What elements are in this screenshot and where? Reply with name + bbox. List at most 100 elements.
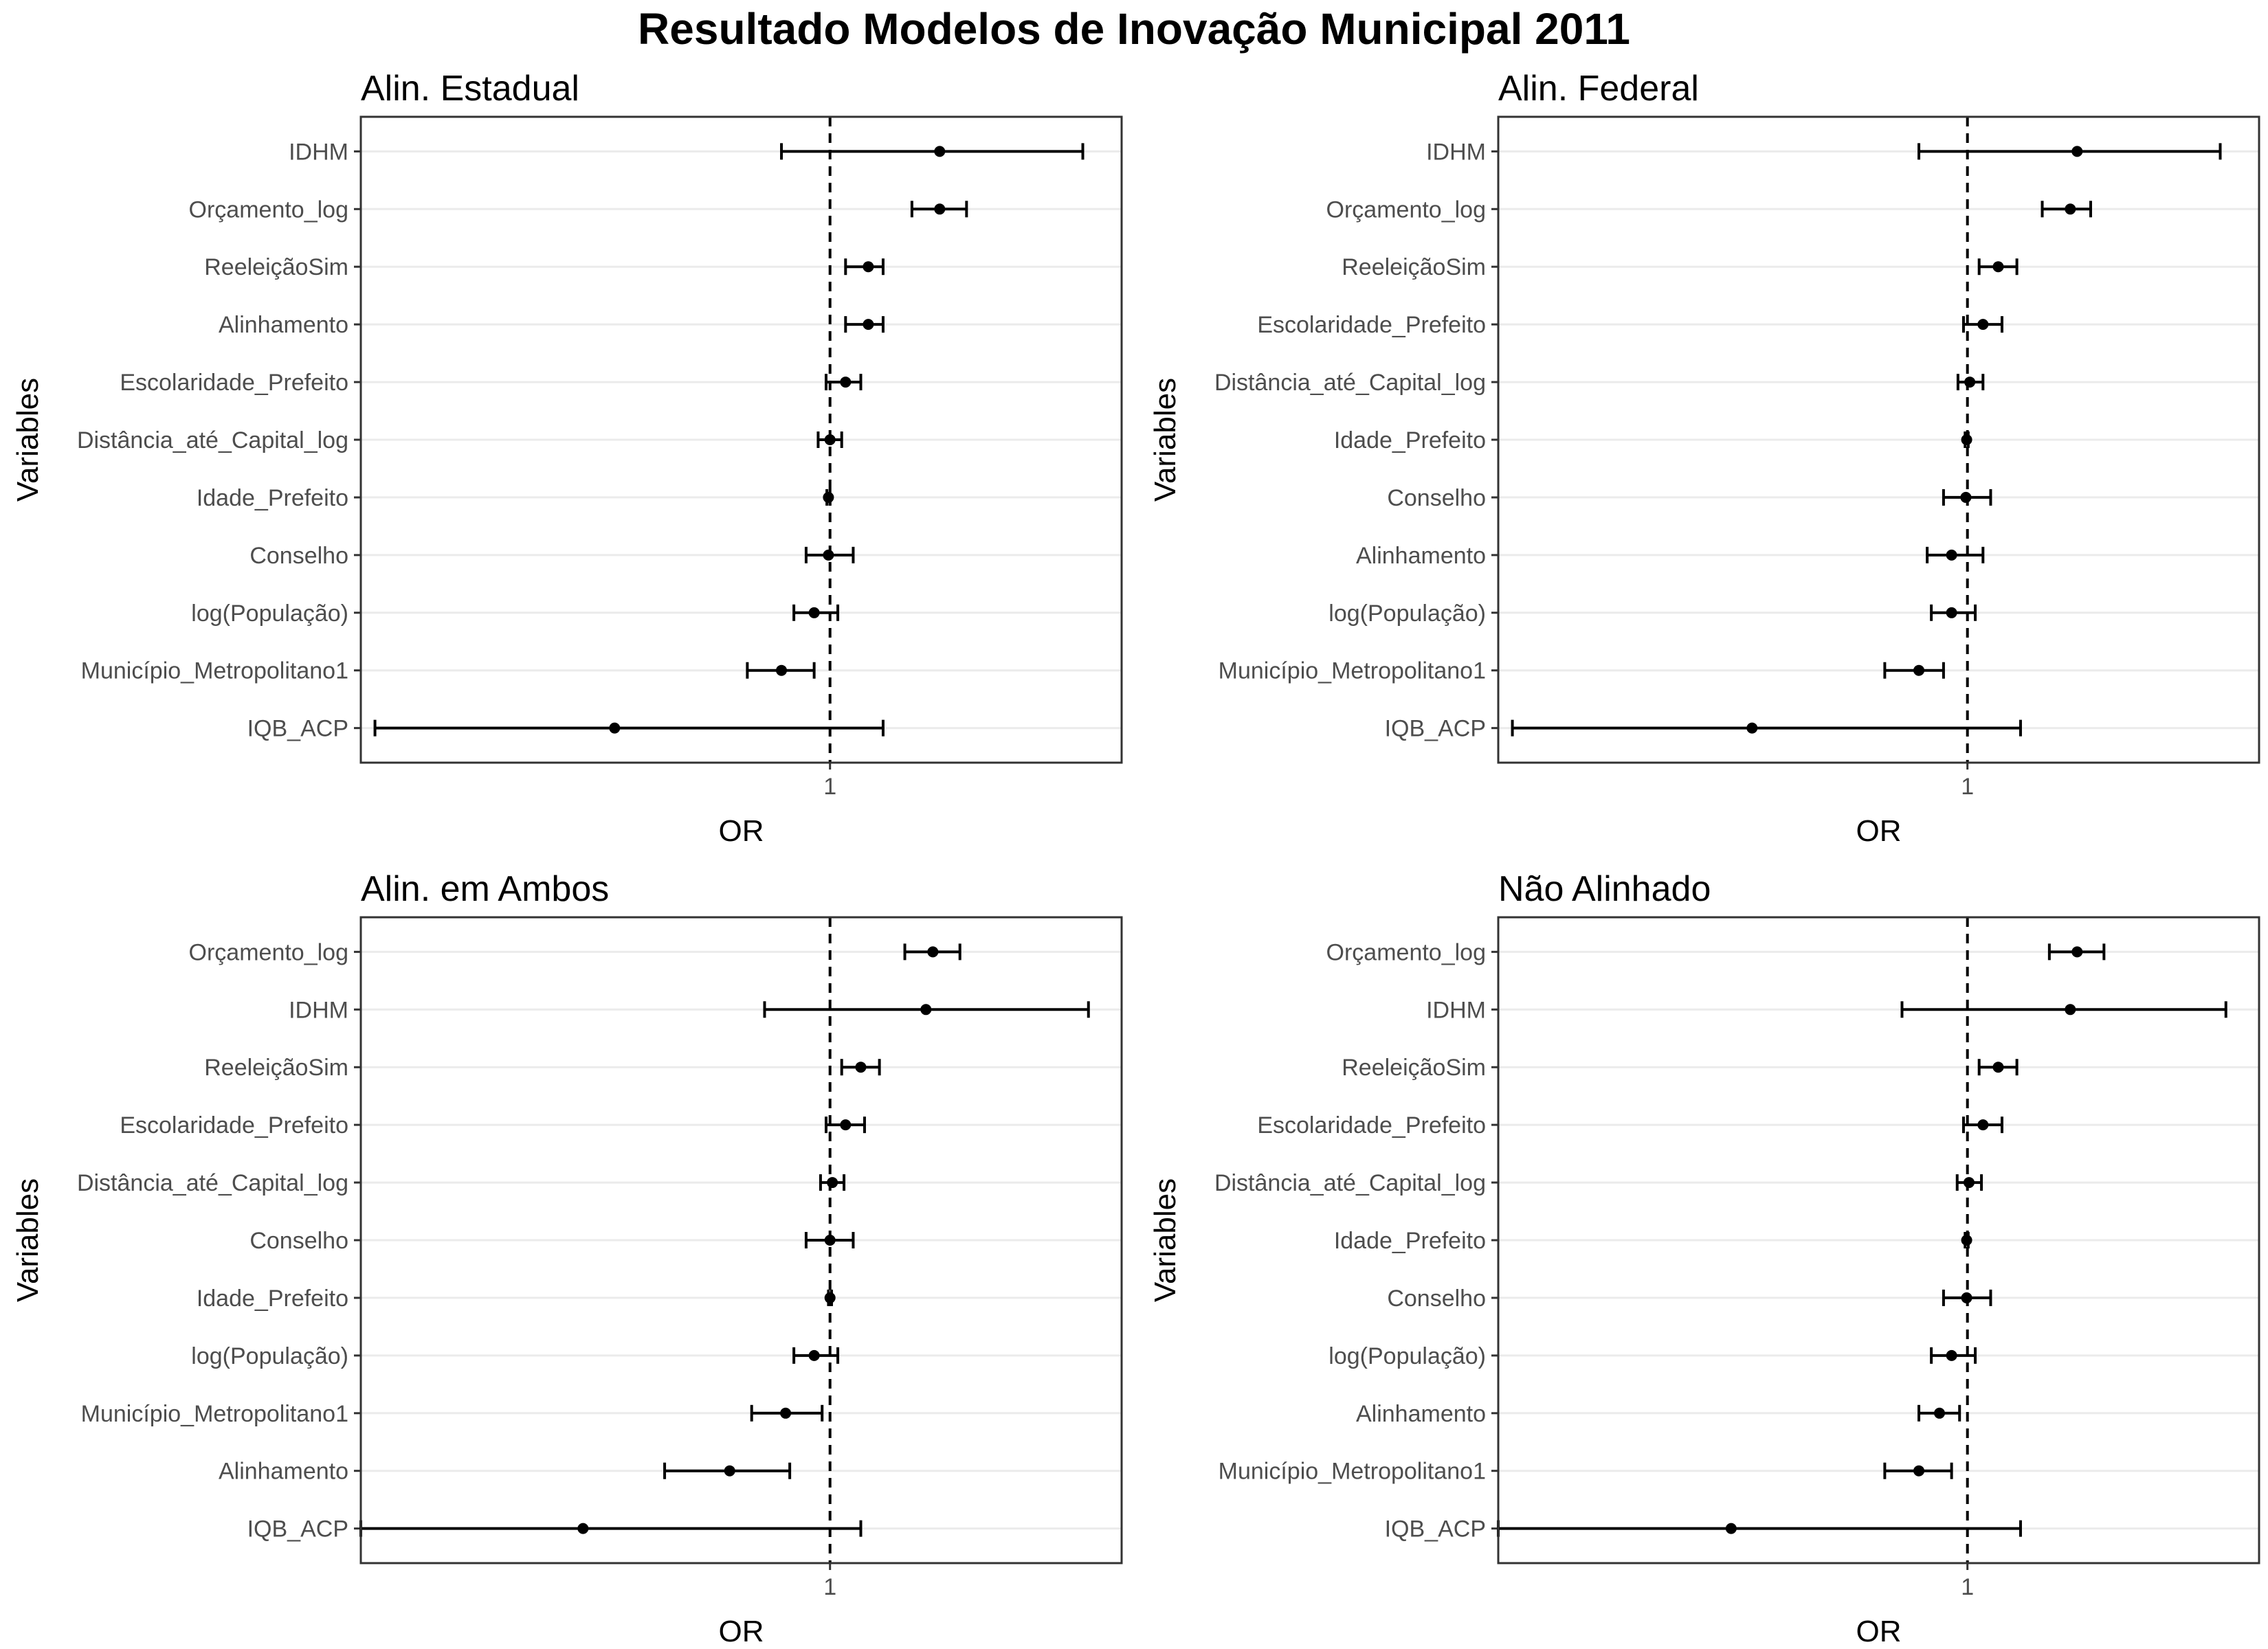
y-tick-label: Alinhamento bbox=[219, 312, 348, 338]
or-point bbox=[1961, 1292, 1972, 1303]
y-tick-label: ReeleiçãoSim bbox=[204, 254, 348, 280]
panel-title: Alin. em Ambos bbox=[361, 869, 609, 909]
y-tick-label: Conselho bbox=[249, 1228, 348, 1254]
y-tick-label: ReeleiçãoSim bbox=[1342, 1055, 1486, 1081]
y-tick-label: log(População) bbox=[1328, 601, 1486, 627]
panel-border bbox=[359, 916, 1123, 1564]
or-point bbox=[1992, 261, 2004, 273]
or-point bbox=[840, 1119, 852, 1131]
y-tick-label: Escolaridade_Prefeito bbox=[1257, 312, 1486, 338]
y-tick-label: Idade_Prefeito bbox=[197, 485, 348, 511]
x-tick-label: 1 bbox=[1961, 1574, 1974, 1600]
y-tick-label: Distância_até_Capital_log bbox=[1214, 1170, 1486, 1196]
y-tick-label: Escolaridade_Prefeito bbox=[120, 1112, 348, 1138]
y-tick-label: Conselho bbox=[249, 543, 348, 569]
figure-title: Resultado Modelos de Inovação Municipal … bbox=[638, 4, 1630, 54]
y-tick-label: Alinhamento bbox=[1356, 543, 1486, 569]
y-tick-label: log(População) bbox=[1328, 1343, 1486, 1369]
x-axis-label: OR bbox=[719, 1615, 764, 1648]
panel-border bbox=[359, 115, 1123, 764]
or-point bbox=[1992, 1062, 2004, 1073]
or-point bbox=[1960, 491, 1972, 503]
y-axis-label: Variables bbox=[1148, 378, 1182, 502]
panel-2: Alin. Federal IDHM Orçamento_log ReeleiçãoS… bbox=[1148, 69, 2260, 848]
y-axis-label: Variables bbox=[11, 378, 45, 502]
x-tick-label: 1 bbox=[1961, 774, 1974, 800]
y-tick-label: Conselho bbox=[1387, 1286, 1486, 1312]
x-axis-label: OR bbox=[719, 814, 764, 848]
y-tick-label: Orçamento_log bbox=[1326, 939, 1486, 965]
or-point bbox=[1961, 1235, 1972, 1246]
or-point bbox=[2071, 146, 2083, 157]
panel-title: Alin. Estadual bbox=[361, 69, 579, 109]
panel-border bbox=[1497, 916, 2260, 1564]
or-point bbox=[609, 722, 621, 734]
or-point bbox=[780, 1407, 792, 1419]
x-tick-label: 1 bbox=[823, 1574, 836, 1600]
or-point bbox=[724, 1465, 735, 1477]
or-point bbox=[824, 1235, 836, 1246]
y-tick-label: Município_Metropolitano1 bbox=[1219, 1459, 1486, 1485]
x-axis-label: OR bbox=[1856, 1615, 1902, 1648]
or-point bbox=[1963, 1177, 1975, 1189]
y-tick-label: Município_Metropolitano1 bbox=[81, 658, 348, 684]
x-tick-label: 1 bbox=[823, 774, 836, 800]
or-point bbox=[1946, 1349, 1957, 1361]
y-tick-label: Distância_até_Capital_log bbox=[77, 1170, 348, 1196]
y-tick-label: log(População) bbox=[191, 601, 348, 627]
or-point bbox=[927, 946, 939, 958]
or-point bbox=[776, 664, 788, 676]
or-point bbox=[1746, 722, 1758, 734]
y-tick-label: Alinhamento bbox=[1356, 1401, 1486, 1427]
y-tick-label: Escolaridade_Prefeito bbox=[120, 370, 348, 396]
y-tick-label: IDHM bbox=[289, 139, 348, 165]
or-point bbox=[2065, 1004, 2076, 1016]
x-axis-label: OR bbox=[1856, 814, 1902, 848]
y-tick-label: Conselho bbox=[1387, 485, 1486, 511]
or-point bbox=[1913, 1465, 1925, 1477]
or-point bbox=[1934, 1407, 1946, 1419]
y-tick-label: Orçamento_log bbox=[189, 197, 348, 223]
or-point bbox=[1977, 319, 1989, 330]
y-tick-label: IDHM bbox=[1426, 997, 1486, 1023]
y-tick-label: ReeleiçãoSim bbox=[204, 1055, 348, 1081]
or-point bbox=[1946, 549, 1957, 561]
or-point bbox=[823, 549, 834, 561]
or-point bbox=[934, 203, 946, 215]
or-point bbox=[577, 1523, 589, 1534]
y-tick-label: Orçamento_log bbox=[189, 939, 348, 965]
or-point bbox=[2071, 946, 2083, 958]
y-tick-label: IQB_ACP bbox=[1385, 716, 1486, 742]
y-tick-label: Escolaridade_Prefeito bbox=[1257, 1112, 1486, 1138]
or-point bbox=[934, 146, 946, 157]
or-point bbox=[863, 319, 874, 330]
or-point bbox=[823, 491, 834, 503]
y-tick-label: IQB_ACP bbox=[247, 716, 348, 742]
or-point bbox=[855, 1062, 867, 1073]
or-point bbox=[824, 434, 836, 445]
y-axis-label: Variables bbox=[1148, 1178, 1182, 1302]
y-tick-label: ReeleiçãoSim bbox=[1342, 254, 1486, 280]
y-tick-label: Distância_até_Capital_log bbox=[77, 427, 348, 453]
or-point bbox=[1725, 1523, 1737, 1534]
y-tick-label: IDHM bbox=[1426, 139, 1486, 165]
or-point bbox=[1964, 377, 1976, 388]
y-tick-label: Município_Metropolitano1 bbox=[1219, 658, 1486, 684]
panel-title: Alin. Federal bbox=[1498, 69, 1699, 109]
y-tick-label: IQB_ACP bbox=[1385, 1516, 1486, 1543]
y-axis-label: Variables bbox=[11, 1178, 45, 1302]
or-point bbox=[840, 377, 852, 388]
y-tick-label: Idade_Prefeito bbox=[1334, 427, 1486, 453]
or-point bbox=[808, 607, 820, 618]
panel-title: Não Alinhado bbox=[1498, 869, 1711, 909]
panel-border bbox=[1497, 115, 2260, 764]
y-tick-label: Orçamento_log bbox=[1326, 197, 1486, 223]
y-tick-label: Idade_Prefeito bbox=[1334, 1228, 1486, 1254]
y-tick-label: IQB_ACP bbox=[247, 1516, 348, 1543]
or-point bbox=[808, 1349, 820, 1361]
or-point bbox=[863, 261, 874, 273]
or-point bbox=[827, 1177, 838, 1189]
or-point bbox=[920, 1004, 932, 1016]
or-point bbox=[824, 1292, 836, 1303]
